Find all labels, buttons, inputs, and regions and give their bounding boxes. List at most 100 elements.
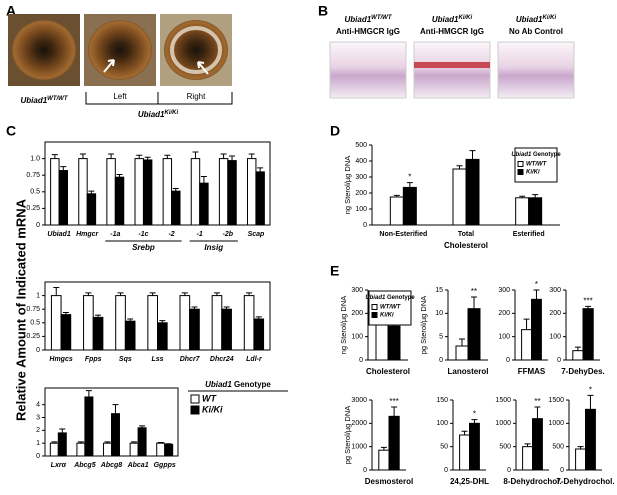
- y-tick-label: 5: [439, 334, 443, 341]
- y-tick-label: 4: [36, 402, 40, 409]
- bar: [465, 158, 480, 226]
- error-bar: [469, 150, 476, 160]
- bar: [57, 432, 67, 457]
- error-bar: [577, 446, 584, 449]
- error-bar: [79, 153, 86, 159]
- y-tick-label: 1.0: [30, 155, 40, 162]
- y-tick-label: 2000: [351, 420, 367, 427]
- bar: [49, 442, 59, 457]
- y-tick-label: 150: [436, 397, 448, 404]
- bar: [467, 308, 481, 361]
- y-tick-label: 400: [355, 158, 367, 165]
- y-tick-label: 10: [435, 310, 443, 317]
- y-axis-label: ng Sterol/µg DNA: [339, 296, 348, 355]
- error-bar: [459, 338, 465, 346]
- bar: [111, 413, 120, 457]
- x-axis-label: Cholesterol: [444, 241, 488, 250]
- error-bar: [51, 441, 58, 444]
- error-bar: [88, 190, 95, 194]
- y-tick-label: 1000: [495, 420, 511, 427]
- eye-label: Right: [187, 92, 206, 101]
- x-tick-label: -1c: [138, 231, 148, 238]
- genotype-caption: Ubiad1Ki/Ki: [138, 110, 179, 120]
- bar: [103, 442, 112, 457]
- bar: [76, 442, 86, 457]
- bar: [164, 443, 174, 457]
- x-tick-label: Abcg8: [100, 462, 123, 469]
- group-label: Insig: [204, 243, 223, 252]
- bar: [218, 158, 229, 226]
- legend-label: Ki/Ki: [380, 313, 394, 319]
- bar: [179, 295, 191, 351]
- bar: [156, 442, 166, 457]
- bar: [147, 295, 159, 351]
- x-axis-label: Lanosterol: [448, 367, 489, 376]
- x-axis-label: 7-Dehydrochol.: [556, 477, 614, 486]
- stain-label: Anti-HMGCR IgG: [336, 27, 400, 36]
- bar: [582, 308, 594, 361]
- error-bar: [157, 442, 164, 444]
- eye-photos: [8, 14, 232, 86]
- bar: [60, 314, 72, 351]
- bar: [171, 190, 181, 226]
- x-axis-label: 7-DehyDes.: [561, 367, 605, 376]
- bar: [378, 449, 390, 471]
- legend-swatch: [371, 304, 378, 310]
- legend-swatch: [190, 394, 200, 404]
- x-tick-label: Esterified: [513, 231, 545, 238]
- panel-label: E: [330, 263, 339, 279]
- y-tick-label: 1000: [351, 444, 367, 451]
- x-tick-label: Dhcr7: [180, 356, 201, 363]
- error-bar: [144, 156, 151, 160]
- bar: [211, 295, 223, 351]
- error-bar: [159, 320, 166, 323]
- bar: [189, 308, 200, 351]
- error-bar: [53, 286, 60, 296]
- y-tick-label: 300: [498, 287, 510, 294]
- panel-label: A: [6, 3, 16, 19]
- genotype-caption: Ubiad1WT/WT: [21, 96, 69, 106]
- error-bar: [131, 441, 138, 444]
- x-tick-label: Ubiad1: [47, 231, 70, 238]
- x-tick-label: Hmgcr: [76, 231, 99, 238]
- legend-label: Ki/Ki: [202, 404, 223, 414]
- bar: [84, 396, 94, 457]
- error-bar: [213, 292, 220, 296]
- legend-label: WT/WT: [380, 305, 402, 311]
- bar: [387, 325, 401, 361]
- error-bar: [51, 154, 58, 159]
- bar: [522, 446, 533, 471]
- error-bar: [112, 404, 119, 414]
- x-tick-label: Sqs: [119, 356, 132, 363]
- error-bar: [391, 406, 398, 417]
- x-tick-label: Total: [458, 231, 474, 238]
- error-bar: [192, 151, 199, 159]
- error-bar: [523, 318, 530, 330]
- y-tick-label: 200: [549, 310, 561, 317]
- y-tick-label: 50: [440, 444, 448, 451]
- y-tick-label: 1000: [548, 420, 564, 427]
- significance: *: [408, 173, 411, 182]
- y-tick-label: 0: [557, 357, 561, 364]
- y-tick-label: 500: [499, 444, 511, 451]
- error-bar: [181, 292, 188, 296]
- error-bar: [220, 153, 227, 159]
- bar: [115, 295, 126, 351]
- error-bar: [95, 314, 102, 318]
- error-bar: [532, 194, 539, 198]
- y-axis-label: pg Sterol/µg DNA: [419, 296, 428, 355]
- error-bar: [104, 441, 111, 444]
- legend-title: Ubiad1 Genotype: [365, 295, 415, 301]
- x-tick-label: Ldl-r: [246, 356, 263, 363]
- y-tick-label: 15: [435, 287, 443, 294]
- legend-swatch: [517, 169, 524, 175]
- y-tick-label: 0: [439, 357, 443, 364]
- x-tick-label: -2b: [223, 231, 234, 238]
- error-bar: [62, 311, 69, 315]
- y-tick-label: 200: [355, 190, 367, 197]
- y-tick-label: 0: [36, 222, 40, 229]
- y-axis-label: ng Sterol/µg DNA: [343, 156, 352, 215]
- bar: [199, 182, 209, 226]
- error-bar: [574, 346, 581, 351]
